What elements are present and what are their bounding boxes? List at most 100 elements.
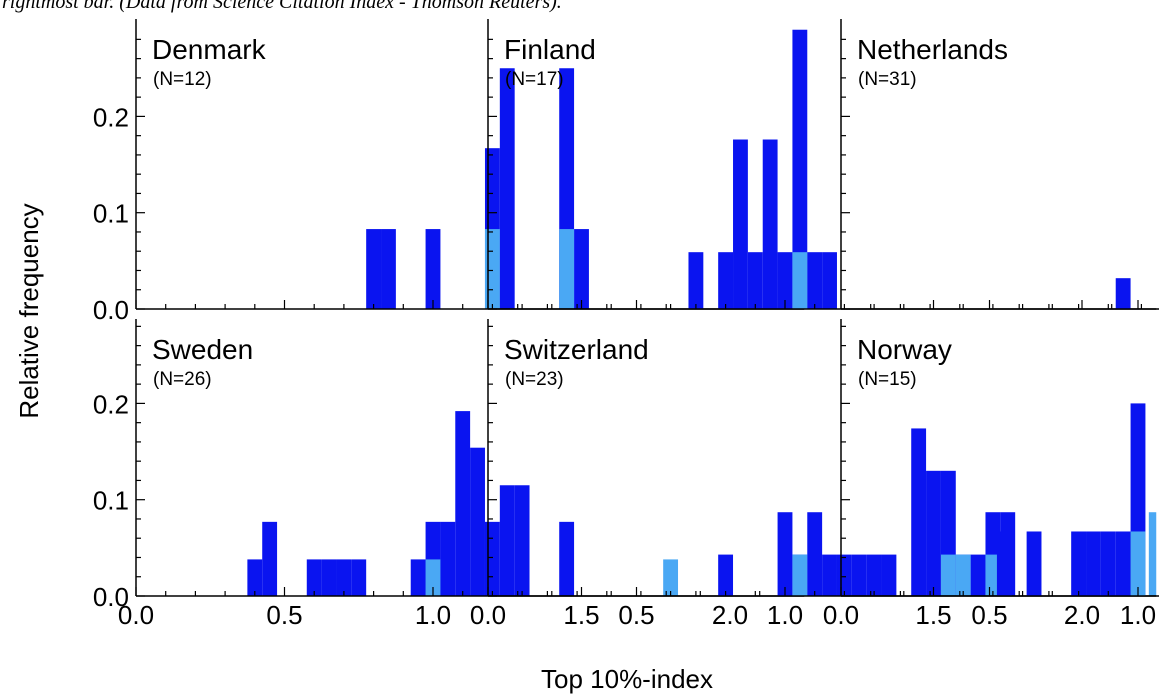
x-tick-label: 0.5	[971, 600, 1007, 630]
histogram-bar	[321, 559, 337, 596]
highlight-bar	[484, 229, 500, 309]
histogram-bar	[440, 521, 456, 596]
highlight-bar	[663, 559, 679, 596]
histogram-bar	[911, 428, 927, 596]
histogram-bar	[718, 252, 734, 309]
panel-count-label: (N=23)	[505, 369, 564, 390]
histogram-bar	[381, 229, 396, 309]
histogram-bar	[926, 470, 941, 596]
panel-country-label: Finland	[504, 34, 596, 65]
x-tick-label: 1.5	[563, 600, 599, 630]
histogram-bar	[822, 252, 837, 309]
axis-labels: Top 10%-index Relative frequency	[14, 203, 713, 694]
histogram-bar	[306, 559, 322, 596]
panel-count-label: (N=17)	[505, 69, 564, 90]
histogram-bar	[1100, 531, 1116, 596]
panel-count-label: (N=31)	[858, 69, 917, 90]
panel-netherlands: Netherlands (N=31)	[840, 19, 1159, 310]
y-tick-label: 0.0	[93, 582, 129, 612]
panel-country-label: Sweden	[152, 334, 253, 365]
x-tick-label: 1.5	[915, 600, 951, 630]
highlight-bar	[792, 554, 808, 596]
highlight-bar	[559, 229, 575, 309]
histogram-bar	[425, 229, 441, 309]
panel-norway: 0.0 0.5 1.0 1.5 2.0 Norway (N=15)	[823, 319, 1159, 630]
highlight-bar	[985, 554, 1001, 596]
x-tick-label: 1.0	[1120, 600, 1156, 630]
histogram-bar	[1115, 531, 1131, 596]
histogram-bar	[499, 485, 515, 596]
bar-group	[366, 68, 589, 309]
x-tick-label: 0.0	[823, 600, 859, 630]
y-tick-label: 0.1	[93, 199, 129, 229]
panel-country-label: Netherlands	[857, 34, 1008, 65]
panel-count-label: (N=15)	[858, 369, 917, 390]
highlight-bar	[955, 554, 971, 596]
bar-group	[1115, 278, 1131, 309]
panel-count-label: (N=12)	[153, 69, 212, 90]
highlight-bar	[792, 252, 808, 309]
histogram-bar	[559, 521, 575, 596]
histogram-bar	[247, 559, 263, 596]
x-tick-label: 0.5	[618, 600, 654, 630]
histogram-bar	[499, 68, 515, 309]
histogram-bar	[484, 521, 500, 596]
panel-country-label: Denmark	[152, 34, 267, 65]
bar-group	[688, 29, 837, 309]
histogram-bar	[1115, 278, 1131, 309]
histogram-bar	[366, 229, 382, 309]
y-tick-label: 0.0	[93, 295, 129, 325]
panel-finland: Finland (N=17)	[487, 19, 1157, 310]
histogram-bar	[733, 139, 748, 309]
histogram-bar	[792, 29, 808, 309]
panel-sweden: 0.0 0.1 0.2 0.0 0.5 1.0 1.5 2.0 Sweden (N=26)	[93, 319, 805, 630]
highlight-bar	[425, 559, 441, 596]
histogram-bar	[866, 554, 882, 596]
histogram-bar	[336, 559, 352, 596]
histogram-bar	[688, 252, 704, 309]
x-tick-label: 2.0	[1064, 600, 1100, 630]
histogram-bar	[1026, 531, 1042, 596]
highlight-bar	[1148, 512, 1157, 596]
x-tick-label: 0.0	[118, 600, 154, 630]
histogram-bar	[777, 512, 793, 596]
histogram-panels: 0.0 0.1 0.2 Denmark (N=12) Finland (N=17) Nethe…	[93, 19, 1159, 630]
histogram-bar	[836, 554, 852, 596]
histogram-bar	[970, 554, 986, 596]
x-tick-label: 2.0	[712, 600, 748, 630]
highlight-bar	[1130, 531, 1146, 596]
x-tick-label: 1.0	[767, 600, 803, 630]
histogram-bar	[470, 447, 485, 596]
bar-group	[247, 411, 679, 596]
histogram-bar	[807, 512, 823, 596]
histogram-bar	[574, 229, 589, 309]
histogram-bar	[410, 559, 426, 596]
histogram-bar	[262, 521, 278, 596]
panel-country-label: Norway	[857, 334, 952, 365]
histogram-bar	[514, 485, 530, 596]
y-tick-label: 0.1	[93, 486, 129, 516]
x-tick-label: 1.0	[415, 600, 451, 630]
panel-count-label: (N=26)	[153, 369, 212, 390]
histogram-bar	[822, 554, 837, 596]
histogram-bar	[351, 559, 367, 596]
histogram-bar	[807, 252, 823, 309]
histogram-bar	[996, 531, 1012, 596]
histogram-bar	[1071, 531, 1087, 596]
y-tick-label: 0.2	[93, 102, 129, 132]
histogram-bar	[881, 554, 897, 596]
y-tick-label: 0.2	[93, 389, 129, 419]
histogram-bar	[455, 411, 471, 596]
histogram-bar	[747, 252, 763, 309]
histogram-bar	[777, 252, 793, 309]
histogram-bar	[762, 139, 778, 309]
bar-group	[996, 403, 1146, 596]
x-tick-label: 0.0	[470, 600, 506, 630]
x-axis-title: Top 10%-index	[541, 664, 713, 694]
histogram-bar	[1086, 531, 1101, 596]
highlight-bar	[940, 554, 956, 596]
histogram-bar	[851, 554, 867, 596]
x-tick-label: 0.5	[266, 600, 302, 630]
histogram-bar	[718, 554, 734, 596]
